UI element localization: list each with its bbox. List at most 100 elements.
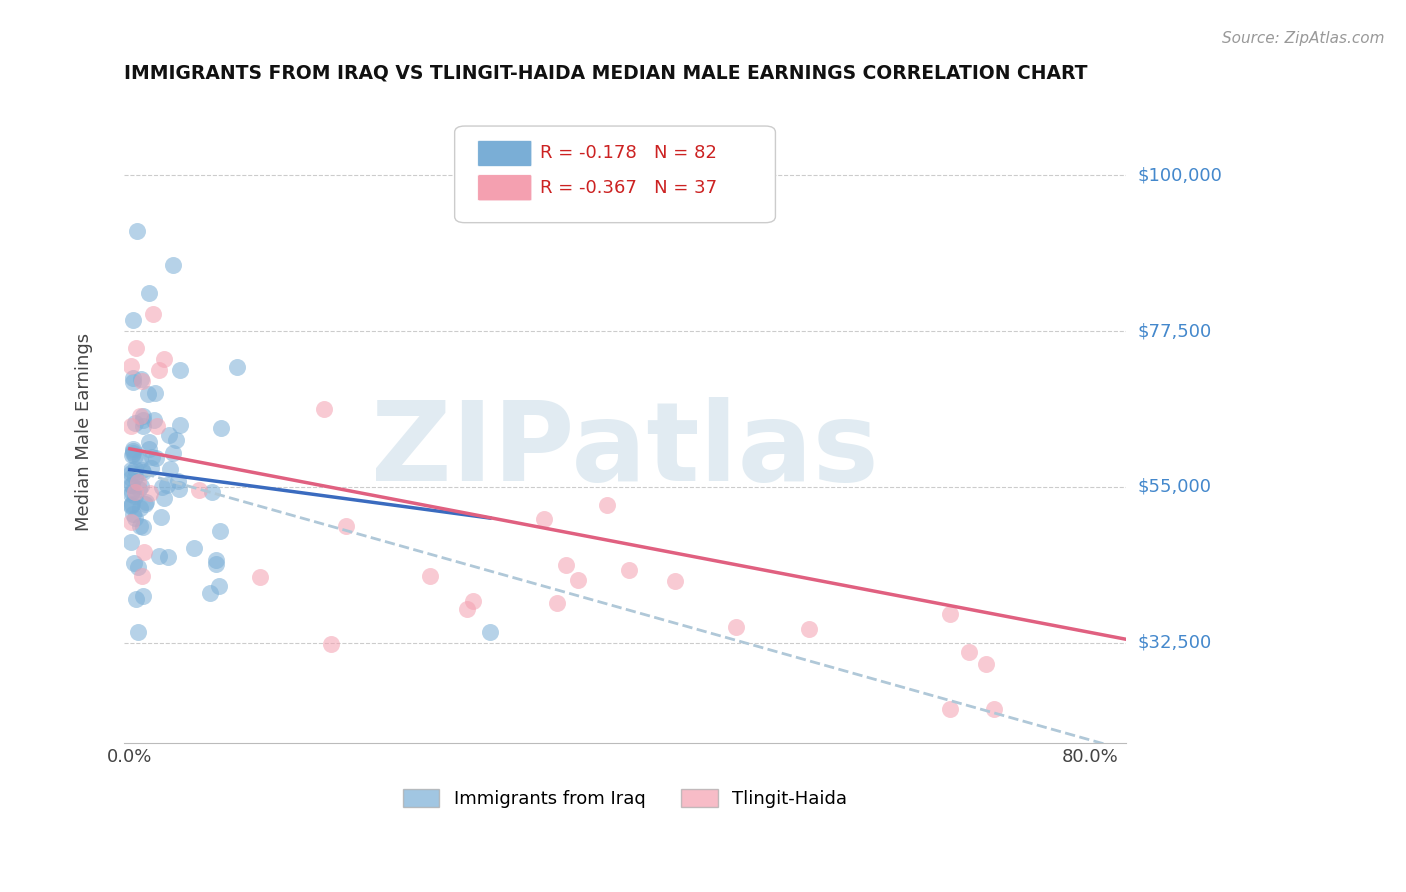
Point — [209, 421, 232, 435]
Point — [153, 491, 176, 505]
Point — [131, 374, 153, 388]
Point — [120, 419, 142, 434]
Point — [127, 559, 149, 574]
Point — [138, 285, 160, 300]
Point — [135, 495, 157, 509]
Point — [124, 470, 146, 484]
Point — [162, 258, 184, 272]
Point — [132, 413, 155, 427]
Text: $55,000: $55,000 — [1137, 478, 1212, 496]
Point — [120, 478, 142, 492]
FancyBboxPatch shape — [454, 126, 776, 223]
Point — [125, 341, 148, 355]
Point — [122, 556, 145, 570]
Point — [797, 622, 820, 636]
Point — [121, 442, 143, 456]
Point — [132, 544, 155, 558]
Text: $32,500: $32,500 — [1137, 634, 1212, 652]
Point — [132, 520, 155, 534]
Point — [138, 442, 160, 456]
Point — [664, 574, 686, 588]
Point — [201, 485, 224, 500]
Point — [129, 479, 152, 493]
Point — [335, 519, 357, 533]
Text: $100,000: $100,000 — [1137, 166, 1222, 185]
Point — [145, 386, 167, 401]
Point — [125, 224, 148, 238]
Point — [153, 351, 176, 366]
Point — [122, 313, 145, 327]
Point — [939, 701, 962, 715]
Point — [132, 465, 155, 479]
Point — [974, 657, 997, 672]
Point — [156, 549, 179, 564]
Point — [167, 483, 190, 497]
Point — [132, 409, 155, 423]
Point — [725, 620, 748, 634]
Text: Source: ZipAtlas.com: Source: ZipAtlas.com — [1222, 31, 1385, 46]
FancyBboxPatch shape — [478, 140, 531, 167]
Point — [120, 498, 142, 512]
Point — [131, 463, 153, 477]
Point — [121, 448, 143, 462]
Point — [120, 535, 142, 549]
Point — [938, 607, 960, 622]
Point — [146, 418, 169, 433]
Text: IMMIGRANTS FROM IRAQ VS TLINGIT-HAIDA MEDIAN MALE EARNINGS CORRELATION CHART: IMMIGRANTS FROM IRAQ VS TLINGIT-HAIDA ME… — [124, 63, 1087, 82]
Point — [122, 508, 145, 522]
Point — [120, 466, 142, 480]
Point — [321, 637, 343, 651]
Text: ZIPatlas: ZIPatlas — [371, 397, 879, 504]
Point — [128, 483, 150, 497]
Point — [121, 371, 143, 385]
Point — [134, 497, 156, 511]
Point — [157, 428, 180, 442]
Point — [124, 511, 146, 525]
Point — [419, 568, 441, 582]
Point — [148, 549, 170, 563]
Point — [145, 450, 167, 465]
Point — [124, 484, 146, 499]
Point — [533, 512, 555, 526]
Point — [198, 586, 221, 600]
Text: $77,500: $77,500 — [1137, 322, 1212, 340]
Point — [167, 474, 190, 488]
Point — [120, 500, 142, 514]
Point — [159, 461, 181, 475]
Point — [141, 450, 163, 465]
Point — [141, 461, 163, 475]
Text: R = -0.367   N = 37: R = -0.367 N = 37 — [540, 178, 717, 197]
Legend: Immigrants from Iraq, Tlingit-Haida: Immigrants from Iraq, Tlingit-Haida — [396, 781, 855, 815]
Point — [957, 645, 980, 659]
Point — [129, 371, 152, 385]
Point — [983, 701, 1005, 715]
Point — [567, 573, 589, 587]
Point — [142, 307, 165, 321]
Point — [149, 510, 172, 524]
Point — [136, 386, 159, 401]
Point — [169, 418, 191, 433]
Point — [120, 359, 142, 373]
Point — [121, 478, 143, 492]
Point — [120, 515, 142, 529]
Point — [129, 409, 152, 424]
Point — [120, 471, 142, 485]
Point — [121, 485, 143, 500]
Point — [120, 487, 142, 501]
Point — [205, 557, 228, 571]
Point — [142, 412, 165, 426]
Point — [209, 524, 232, 538]
Point — [187, 483, 209, 497]
Point — [162, 446, 184, 460]
Point — [596, 498, 619, 512]
Point — [131, 569, 153, 583]
Point — [479, 625, 502, 640]
Point — [124, 449, 146, 463]
Point — [555, 558, 578, 572]
Point — [138, 435, 160, 450]
Point — [127, 625, 149, 640]
Point — [208, 579, 231, 593]
Point — [129, 519, 152, 533]
Point — [125, 591, 148, 606]
Point — [249, 570, 271, 584]
